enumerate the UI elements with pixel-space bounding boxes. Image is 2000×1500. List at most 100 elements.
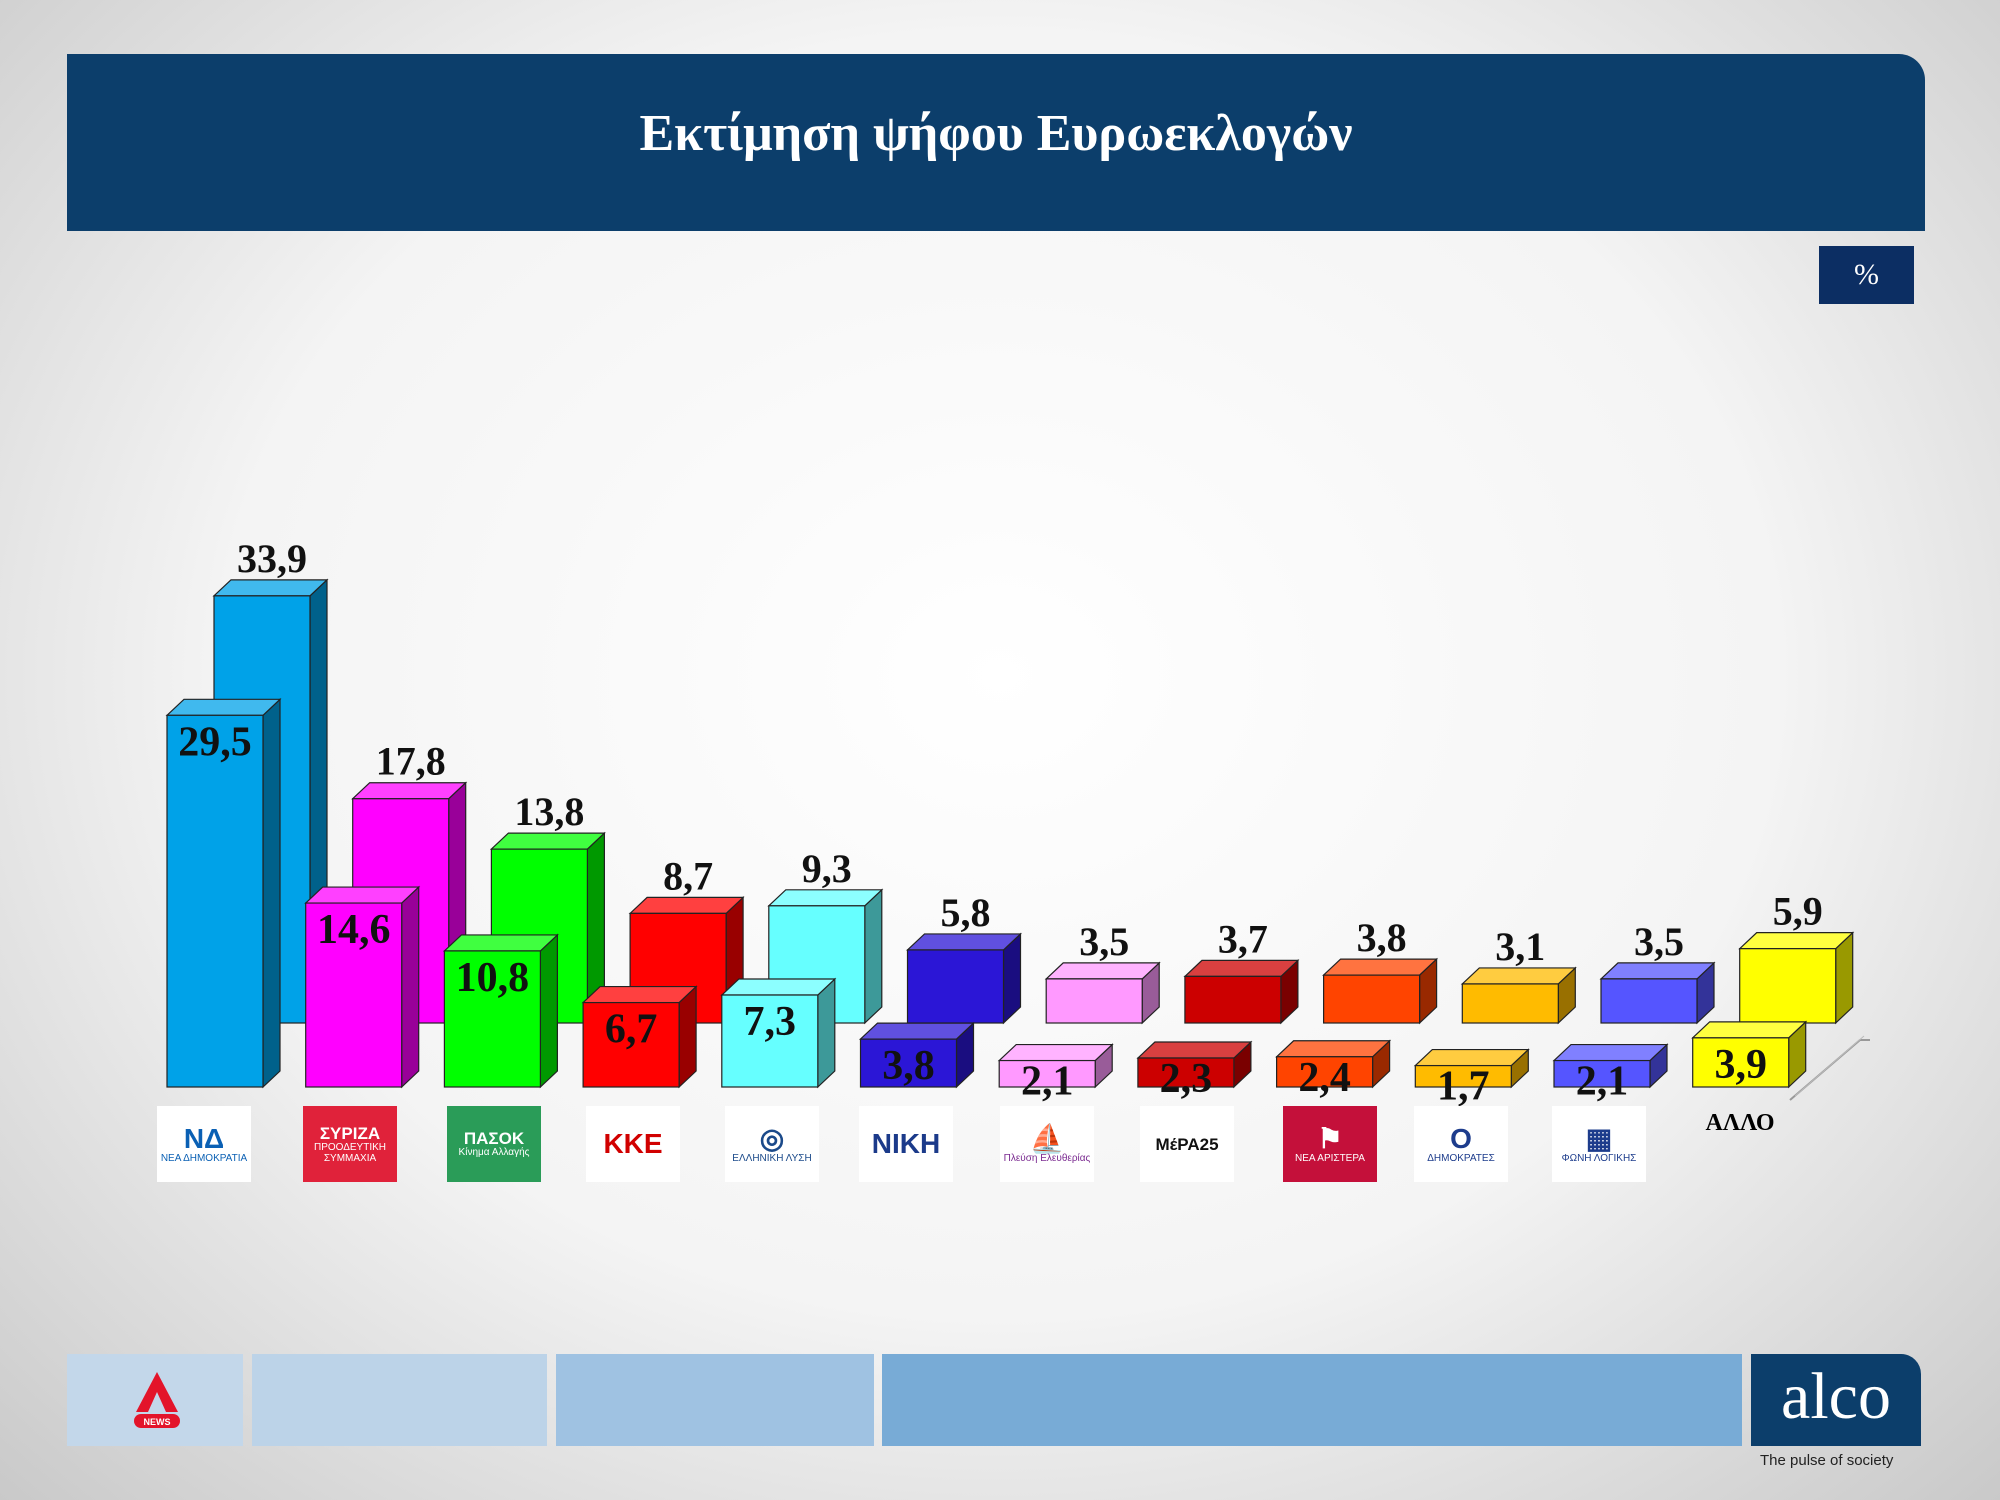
logo-syriza: ΣΥΡΙΖΑ ΠΡΟΟΔΕΥΤΙΚΗ ΣΥΜΜΑΧΙΑ: [303, 1106, 397, 1182]
bar-back-side: [864, 888, 883, 1025]
floor-line: [1794, 1035, 1865, 1097]
bar-back-label: 8,7: [663, 853, 713, 898]
logo-symbol: ⚑: [1317, 1122, 1343, 1154]
logo-symbol: ΝΔ: [183, 1122, 225, 1154]
footer-segment: [67, 1354, 243, 1446]
bar-back-top: [1599, 962, 1716, 980]
bar-front-side: [678, 985, 697, 1089]
bar-back: [906, 949, 1005, 1024]
bar-front-label: 2,4: [1298, 1055, 1351, 1101]
bar-back-top: [767, 889, 884, 907]
logo-symbol: ◎: [759, 1122, 785, 1154]
bar-front-label: 2,1: [1021, 1059, 1074, 1105]
bar-front-top: [304, 886, 421, 904]
bar-front-side: [539, 933, 559, 1089]
bar-back: [1600, 978, 1698, 1024]
bar-front-top: [720, 978, 837, 996]
bar-back-label: 13,8: [514, 789, 584, 834]
logo-label: ΦΩΝΗ ΛΟΓΙΚΗΣ: [1561, 1152, 1637, 1164]
bar-front: [1275, 1056, 1374, 1088]
bar-front: [305, 902, 403, 1088]
footer-segment: [882, 1354, 1742, 1446]
bar-front: [1137, 1057, 1235, 1088]
alco-logo: alco: [1751, 1354, 1921, 1446]
bar-front-label: 29,5: [178, 719, 252, 765]
logo-label: Κίνημα Αλλαγής: [458, 1147, 530, 1158]
logo-label: ΕΛΛΗΝΙΚΗ ΛΥΣΗ: [732, 1152, 812, 1164]
chart-title: Εκτίμηση ψήφου Ευρωεκλογών: [639, 105, 1353, 162]
logo-symbol: ▦: [1585, 1122, 1613, 1154]
bar-back-top: [1322, 958, 1439, 976]
logo-foni-logikis: ▦ ΦΩΝΗ ΛΟΓΙΚΗΣ: [1552, 1106, 1646, 1182]
bar-front: [1692, 1037, 1790, 1088]
bar-front: [721, 994, 819, 1088]
logo-nd: ΝΔ ΝΕΑ ΔΗΜΟΚΡΑΤΙΑ: [157, 1106, 251, 1182]
bar-back-label: 3,7: [1218, 916, 1268, 961]
footer-bar: [0, 1354, 2000, 1446]
bar-back-top: [351, 782, 468, 800]
bar-back-label: 9,3: [802, 846, 852, 891]
news-label: NEWS: [144, 1417, 171, 1427]
bar-back-label: 33,9: [237, 536, 307, 581]
logo-symbol: ΚΚΕ: [603, 1128, 663, 1159]
alco-tagline: The pulse of society: [1760, 1452, 1894, 1469]
bar-back-top: [628, 896, 745, 914]
bar-back-label: 3,8: [1357, 915, 1407, 960]
logo-dimokrates: O ΔΗΜΟΚΡΑΤΕΣ: [1414, 1106, 1508, 1182]
other-category-label: ΑΛΛΟ: [1705, 1110, 1775, 1136]
bar-back: [1184, 975, 1282, 1024]
logo-plefsi: ⛵ Πλεύση Ελευθερίας: [1000, 1106, 1094, 1182]
logo-label: ΝΕΑ ΔΗΜΟΚΡΑΤΙΑ: [160, 1152, 248, 1164]
bar-back-top: [489, 832, 606, 850]
bar-back-label: 3,5: [1634, 919, 1684, 964]
bar-back-top: [1738, 932, 1855, 950]
logo-symbol: O: [1450, 1122, 1472, 1154]
logo-mera25: ΜέΡΑ25: [1140, 1106, 1234, 1182]
bar-front-side: [262, 697, 281, 1089]
logo-symbol: ΜέΡΑ25: [1155, 1134, 1219, 1154]
logo-label: Πλεύση Ελευθερίας: [1003, 1152, 1091, 1164]
bar-front: [1553, 1059, 1651, 1088]
logo-label: ΔΗΜΟΚΡΑΤΕΣ: [1427, 1152, 1495, 1164]
bar-back: [1461, 983, 1559, 1024]
bar-back-label: 3,5: [1079, 919, 1129, 964]
bar-front-label: 2,3: [1160, 1056, 1213, 1102]
bar-front-label: 3,8: [882, 1043, 935, 1089]
bar-front-label: 6,7: [605, 1007, 658, 1053]
bar-front-label: 3,9: [1714, 1042, 1767, 1088]
bar-back: [1322, 974, 1421, 1024]
bar-front: [859, 1038, 958, 1088]
bar-front: [582, 1001, 680, 1088]
logo-nea-aristera: ⚑ ΝΕΑ ΑΡΙΣΤΕΡΑ: [1283, 1106, 1377, 1182]
bar-front: [998, 1059, 1096, 1088]
bar-back-label: 3,1: [1495, 924, 1545, 969]
logo-niki: ΝΙΚΗ: [859, 1106, 953, 1182]
bar-back-label: 17,8: [376, 739, 446, 784]
bar-front-top: [1691, 1021, 1808, 1039]
bar-front-top: [581, 985, 698, 1004]
unit-badge: %: [1819, 246, 1914, 304]
bar-front-label: 14,6: [317, 907, 391, 953]
logo-kke: ΚΚΕ: [586, 1106, 680, 1182]
logo-elliniki-lysi: ◎ ΕΛΛΗΝΙΚΗ ΛΥΣΗ: [725, 1106, 819, 1182]
bar-front-label: 10,8: [456, 955, 530, 1001]
logo-symbol: ΣΥΡΙΖΑ: [319, 1123, 381, 1143]
footer-segment: [556, 1354, 874, 1446]
bar-back: [1739, 948, 1837, 1024]
footer-segment: [252, 1354, 547, 1446]
bar-front: [1414, 1064, 1512, 1088]
logo-symbol: ⛵: [1029, 1122, 1065, 1154]
logo-label: ΠΡΟΟΔΕΥΤΙΚΗ ΣΥΜΜΑΧΙΑ: [313, 1141, 387, 1164]
bar-front-top: [165, 698, 282, 716]
logo-pasok: ΠΑΣΟΚ Κίνημα Αλλαγής: [447, 1106, 541, 1182]
bar-back-label: 5,8: [941, 890, 991, 935]
bar-back-label: 5,9: [1773, 889, 1823, 934]
alpha-news-logo: NEWS: [134, 1372, 180, 1428]
logo-symbol: ΝΙΚΗ: [871, 1128, 941, 1159]
bar-back-top: [212, 579, 329, 597]
bar-front-side: [817, 977, 836, 1089]
bar-front-label: 7,3: [744, 999, 797, 1045]
bar-back-top: [1183, 959, 1300, 977]
bar-front-top: [858, 1022, 976, 1040]
